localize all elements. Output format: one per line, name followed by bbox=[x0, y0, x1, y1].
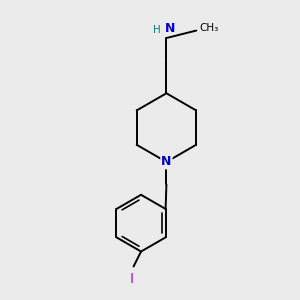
Text: I: I bbox=[129, 272, 133, 286]
Text: N: N bbox=[161, 155, 172, 168]
Text: N: N bbox=[165, 22, 175, 35]
Text: CH₃: CH₃ bbox=[199, 22, 218, 33]
Text: H: H bbox=[153, 25, 161, 35]
